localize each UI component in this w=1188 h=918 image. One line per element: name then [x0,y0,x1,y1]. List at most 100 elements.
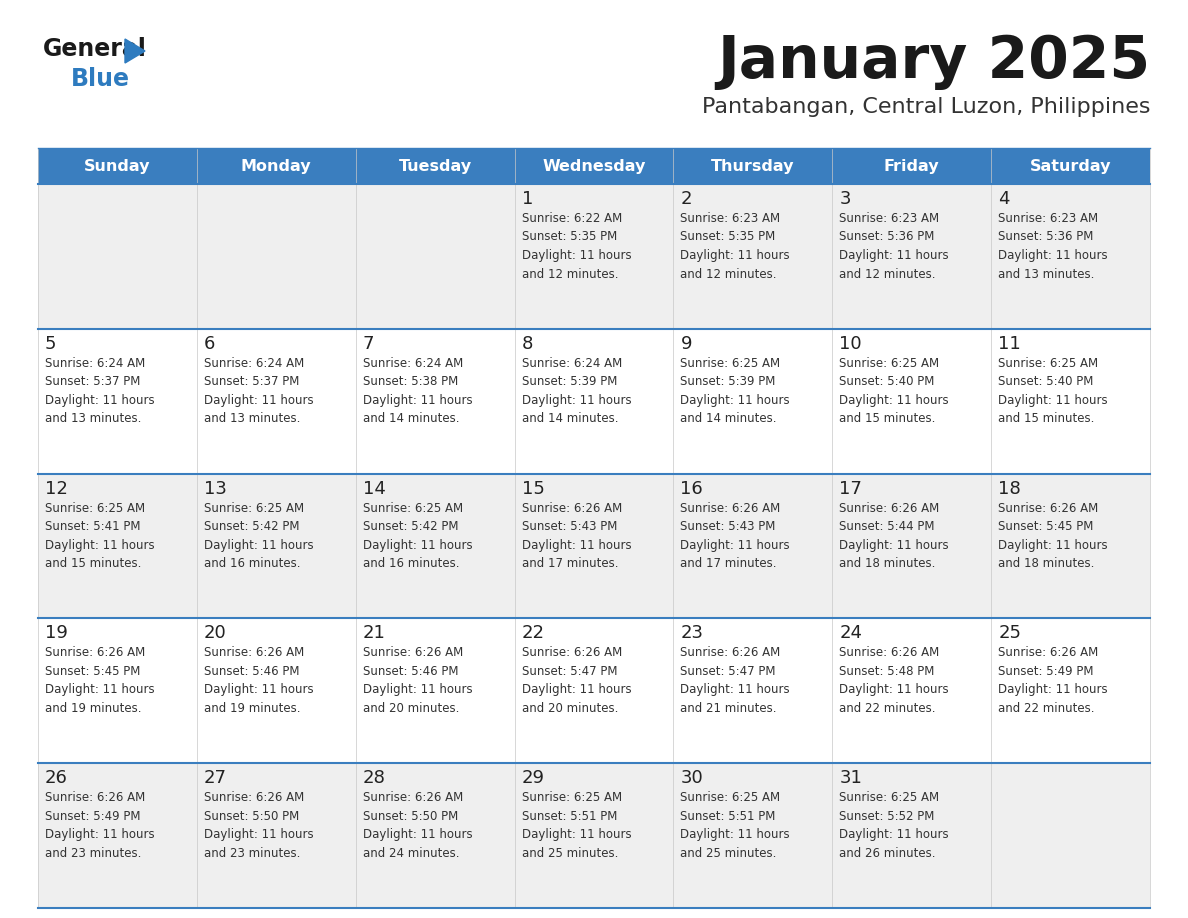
Text: Sunrise: 6:26 AM
Sunset: 5:49 PM
Daylight: 11 hours
and 23 minutes.: Sunrise: 6:26 AM Sunset: 5:49 PM Dayligh… [45,791,154,859]
Text: Sunrise: 6:26 AM
Sunset: 5:45 PM
Daylight: 11 hours
and 18 minutes.: Sunrise: 6:26 AM Sunset: 5:45 PM Dayligh… [998,501,1107,570]
Text: 2: 2 [681,190,691,208]
Bar [514,763,674,908]
Bar [38,184,197,329]
Bar [674,619,833,763]
Text: Sunrise: 6:26 AM
Sunset: 5:47 PM
Daylight: 11 hours
and 21 minutes.: Sunrise: 6:26 AM Sunset: 5:47 PM Dayligh… [681,646,790,715]
Text: 20: 20 [204,624,227,643]
Text: 30: 30 [681,769,703,788]
Bar [833,619,991,763]
Text: Pantabangan, Central Luzon, Philippines: Pantabangan, Central Luzon, Philippines [701,97,1150,117]
Text: 9: 9 [681,335,691,353]
Bar [355,474,514,619]
Bar [38,619,197,763]
Text: 22: 22 [522,624,544,643]
Text: Friday: Friday [884,159,940,174]
Text: 28: 28 [362,769,386,788]
Bar [197,329,355,474]
Text: Sunrise: 6:25 AM
Sunset: 5:39 PM
Daylight: 11 hours
and 14 minutes.: Sunrise: 6:25 AM Sunset: 5:39 PM Dayligh… [681,357,790,425]
Polygon shape [125,39,145,63]
Bar [197,184,355,329]
Text: Sunrise: 6:24 AM
Sunset: 5:38 PM
Daylight: 11 hours
and 14 minutes.: Sunrise: 6:24 AM Sunset: 5:38 PM Dayligh… [362,357,473,425]
Bar [674,184,833,329]
Text: General: General [43,37,147,61]
Bar [514,329,674,474]
Text: Sunrise: 6:23 AM
Sunset: 5:35 PM
Daylight: 11 hours
and 12 minutes.: Sunrise: 6:23 AM Sunset: 5:35 PM Dayligh… [681,212,790,281]
Text: Sunrise: 6:26 AM
Sunset: 5:43 PM
Daylight: 11 hours
and 17 minutes.: Sunrise: 6:26 AM Sunset: 5:43 PM Dayligh… [522,501,631,570]
Bar [514,619,674,763]
Text: Sunday: Sunday [84,159,151,174]
Bar [514,184,674,329]
Text: Sunrise: 6:26 AM
Sunset: 5:46 PM
Daylight: 11 hours
and 19 minutes.: Sunrise: 6:26 AM Sunset: 5:46 PM Dayligh… [204,646,314,715]
Text: Thursday: Thursday [712,159,795,174]
Text: 10: 10 [839,335,862,353]
Text: 8: 8 [522,335,533,353]
Bar [355,763,514,908]
Text: January 2025: January 2025 [716,33,1150,90]
Text: 25: 25 [998,624,1022,643]
Text: Sunrise: 6:24 AM
Sunset: 5:37 PM
Daylight: 11 hours
and 13 minutes.: Sunrise: 6:24 AM Sunset: 5:37 PM Dayligh… [45,357,154,425]
Text: Sunrise: 6:26 AM
Sunset: 5:49 PM
Daylight: 11 hours
and 22 minutes.: Sunrise: 6:26 AM Sunset: 5:49 PM Dayligh… [998,646,1107,715]
Text: Wednesday: Wednesday [542,159,646,174]
Text: Sunrise: 6:25 AM
Sunset: 5:42 PM
Daylight: 11 hours
and 16 minutes.: Sunrise: 6:25 AM Sunset: 5:42 PM Dayligh… [362,501,473,570]
Bar [991,329,1150,474]
Text: 7: 7 [362,335,374,353]
Text: 26: 26 [45,769,68,788]
Text: 6: 6 [204,335,215,353]
Bar [833,763,991,908]
Text: 16: 16 [681,479,703,498]
Bar [514,148,674,184]
Bar [355,184,514,329]
Text: 14: 14 [362,479,386,498]
Text: Blue: Blue [71,67,129,91]
Text: Monday: Monday [241,159,311,174]
Text: Sunrise: 6:22 AM
Sunset: 5:35 PM
Daylight: 11 hours
and 12 minutes.: Sunrise: 6:22 AM Sunset: 5:35 PM Dayligh… [522,212,631,281]
Text: 18: 18 [998,479,1020,498]
Text: Sunrise: 6:26 AM
Sunset: 5:47 PM
Daylight: 11 hours
and 20 minutes.: Sunrise: 6:26 AM Sunset: 5:47 PM Dayligh… [522,646,631,715]
Bar [38,148,197,184]
Bar [991,474,1150,619]
Text: 19: 19 [45,624,68,643]
Text: Sunrise: 6:26 AM
Sunset: 5:44 PM
Daylight: 11 hours
and 18 minutes.: Sunrise: 6:26 AM Sunset: 5:44 PM Dayligh… [839,501,949,570]
Text: 5: 5 [45,335,57,353]
Bar [355,619,514,763]
Bar [674,763,833,908]
Text: 11: 11 [998,335,1020,353]
Text: Sunrise: 6:26 AM
Sunset: 5:45 PM
Daylight: 11 hours
and 19 minutes.: Sunrise: 6:26 AM Sunset: 5:45 PM Dayligh… [45,646,154,715]
Text: Sunrise: 6:25 AM
Sunset: 5:51 PM
Daylight: 11 hours
and 25 minutes.: Sunrise: 6:25 AM Sunset: 5:51 PM Dayligh… [522,791,631,859]
Bar [38,329,197,474]
Text: Sunrise: 6:25 AM
Sunset: 5:51 PM
Daylight: 11 hours
and 25 minutes.: Sunrise: 6:25 AM Sunset: 5:51 PM Dayligh… [681,791,790,859]
Text: Sunrise: 6:26 AM
Sunset: 5:43 PM
Daylight: 11 hours
and 17 minutes.: Sunrise: 6:26 AM Sunset: 5:43 PM Dayligh… [681,501,790,570]
Text: 21: 21 [362,624,386,643]
Text: 17: 17 [839,479,862,498]
Bar [197,474,355,619]
Text: 3: 3 [839,190,851,208]
Bar [674,474,833,619]
Bar [38,763,197,908]
Bar [355,329,514,474]
Bar [991,763,1150,908]
Text: 15: 15 [522,479,544,498]
Bar [197,763,355,908]
Bar [833,148,991,184]
Text: 4: 4 [998,190,1010,208]
Text: Sunrise: 6:26 AM
Sunset: 5:50 PM
Daylight: 11 hours
and 24 minutes.: Sunrise: 6:26 AM Sunset: 5:50 PM Dayligh… [362,791,473,859]
Text: Sunrise: 6:25 AM
Sunset: 5:40 PM
Daylight: 11 hours
and 15 minutes.: Sunrise: 6:25 AM Sunset: 5:40 PM Dayligh… [998,357,1107,425]
Text: Saturday: Saturday [1030,159,1111,174]
Text: Sunrise: 6:26 AM
Sunset: 5:48 PM
Daylight: 11 hours
and 22 minutes.: Sunrise: 6:26 AM Sunset: 5:48 PM Dayligh… [839,646,949,715]
Text: Sunrise: 6:25 AM
Sunset: 5:52 PM
Daylight: 11 hours
and 26 minutes.: Sunrise: 6:25 AM Sunset: 5:52 PM Dayligh… [839,791,949,859]
Bar [991,619,1150,763]
Bar [991,148,1150,184]
Bar [833,329,991,474]
Text: Sunrise: 6:25 AM
Sunset: 5:41 PM
Daylight: 11 hours
and 15 minutes.: Sunrise: 6:25 AM Sunset: 5:41 PM Dayligh… [45,501,154,570]
Bar [197,619,355,763]
Text: Sunrise: 6:26 AM
Sunset: 5:50 PM
Daylight: 11 hours
and 23 minutes.: Sunrise: 6:26 AM Sunset: 5:50 PM Dayligh… [204,791,314,859]
Bar [833,474,991,619]
Text: 24: 24 [839,624,862,643]
Bar [833,184,991,329]
Text: Sunrise: 6:25 AM
Sunset: 5:40 PM
Daylight: 11 hours
and 15 minutes.: Sunrise: 6:25 AM Sunset: 5:40 PM Dayligh… [839,357,949,425]
Text: 23: 23 [681,624,703,643]
Text: 13: 13 [204,479,227,498]
Text: 31: 31 [839,769,862,788]
Bar [355,148,514,184]
Text: 29: 29 [522,769,544,788]
